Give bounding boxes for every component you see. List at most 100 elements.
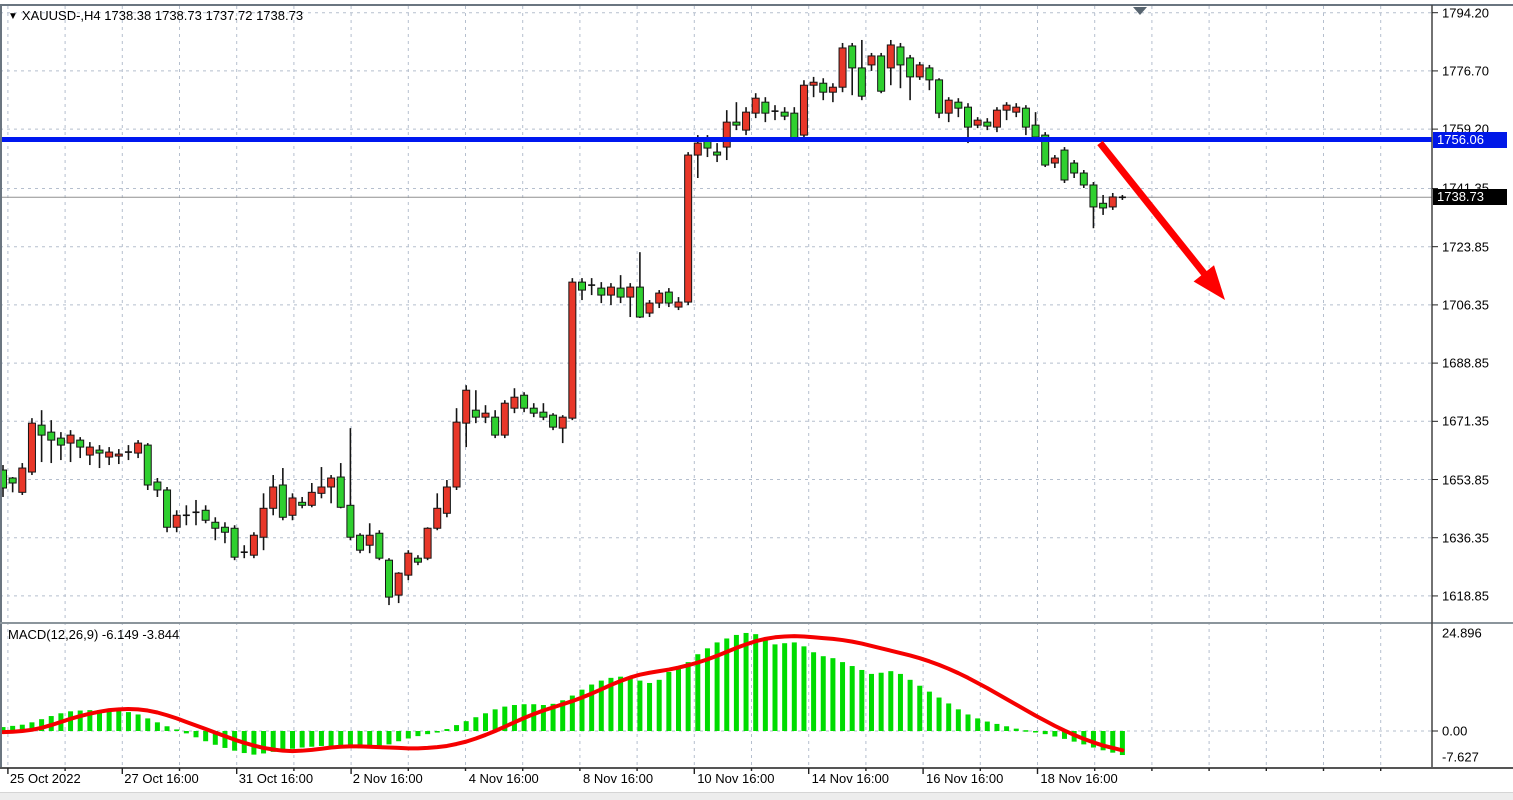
candle: [192, 499, 200, 526]
candle: [896, 42, 905, 89]
price-axis-label: 1636.35: [1442, 530, 1489, 546]
candle: [143, 443, 152, 490]
current-price-tag: 1738.73: [1433, 189, 1507, 206]
candle: [713, 143, 722, 163]
candle: [838, 42, 847, 93]
symbol-dropdown-icon: ▼: [8, 11, 18, 22]
candle: [1079, 170, 1088, 188]
candle: [588, 278, 596, 296]
time-axis-label: 14 Nov 16:00: [811, 771, 889, 786]
axis-ticks: [7, 12, 1438, 774]
candle: [230, 525, 239, 561]
candle: [269, 475, 278, 516]
candle: [1002, 102, 1011, 121]
chart-title: ▼ XAUUSD-,H4 1738.38 1738.73 1737.72 1738…: [8, 8, 303, 23]
candle: [520, 392, 529, 413]
candle: [385, 558, 393, 606]
candle: [124, 445, 132, 461]
candle: [346, 428, 355, 541]
candle: [510, 388, 519, 414]
candle: [954, 98, 963, 118]
candle: [915, 61, 924, 80]
candle: [597, 282, 606, 304]
price-axis-label: 1618.85: [1442, 588, 1489, 604]
candle: [481, 405, 490, 424]
candle: [983, 118, 992, 131]
support-price-tag: 1756.06: [1433, 131, 1507, 148]
candle: [664, 288, 673, 308]
candle: [529, 403, 538, 418]
candle: [674, 297, 683, 311]
candle: [635, 252, 644, 319]
candle: [8, 477, 17, 493]
candle: [47, 420, 56, 464]
candle: [1070, 160, 1079, 179]
candle: [809, 76, 818, 98]
candle: [491, 410, 500, 439]
candle: [964, 103, 972, 144]
candle: [848, 42, 857, 96]
candle: [163, 487, 172, 533]
candle: [935, 78, 944, 119]
candle: [828, 83, 837, 103]
chart-shift-marker-icon[interactable]: [1133, 7, 1147, 15]
candle: [655, 290, 664, 309]
candle: [539, 403, 548, 421]
ohlc-values: 1738.38 1738.73 1737.72 1738.73: [100, 8, 304, 23]
candle: [1089, 181, 1098, 229]
price-axis-label: 1723.85: [1442, 239, 1489, 255]
candle: [240, 545, 248, 559]
candle: [95, 445, 104, 469]
candle: [606, 283, 615, 306]
candle: [288, 493, 297, 521]
time-axis-label: 25 Oct 2022: [9, 771, 81, 786]
macd-axis-label: 0.00: [1442, 723, 1468, 739]
candle: [761, 97, 770, 123]
candle: [944, 97, 953, 123]
macd-axis-label: -7.627: [1442, 749, 1479, 765]
candle: [973, 117, 982, 129]
candle: [298, 496, 307, 509]
candle: [626, 283, 635, 318]
candle: [404, 550, 413, 581]
candle: [578, 278, 586, 301]
candle: [722, 110, 731, 161]
candle: [356, 533, 365, 554]
time-axis-label: 31 Oct 16:00: [238, 771, 314, 786]
candle: [134, 440, 143, 459]
candle: [18, 463, 27, 495]
macd-axis-label: 24.896: [1442, 625, 1482, 641]
candle: [0, 465, 7, 497]
candle: [66, 430, 75, 463]
candle: [37, 410, 46, 463]
time-axis-label: 2 Nov 16:00: [352, 771, 423, 786]
candle: [1060, 147, 1069, 183]
candle: [211, 517, 220, 541]
candle: [819, 78, 828, 101]
candle: [645, 300, 654, 318]
candle: [249, 532, 258, 559]
candle: [365, 523, 374, 554]
candle: [433, 493, 442, 531]
price-axis-label: 1706.35: [1442, 297, 1489, 313]
candle: [684, 152, 693, 306]
candle: [799, 80, 808, 139]
candle: [1012, 103, 1021, 118]
trend-arrow[interactable]: [1097, 140, 1225, 300]
candle: [1118, 194, 1126, 200]
candle: [423, 527, 432, 561]
candlestick-series: [0, 39, 1126, 606]
time-axis-label: 27 Oct 16:00: [124, 771, 199, 786]
candle: [1050, 155, 1059, 169]
candle: [992, 107, 1001, 133]
candle: [317, 467, 326, 499]
candle: [568, 278, 577, 421]
candle: [394, 572, 403, 604]
candle: [471, 390, 480, 424]
candle: [114, 449, 123, 465]
candle: [442, 480, 451, 518]
candle: [307, 483, 316, 508]
candle: [500, 400, 509, 439]
candle: [259, 493, 268, 551]
